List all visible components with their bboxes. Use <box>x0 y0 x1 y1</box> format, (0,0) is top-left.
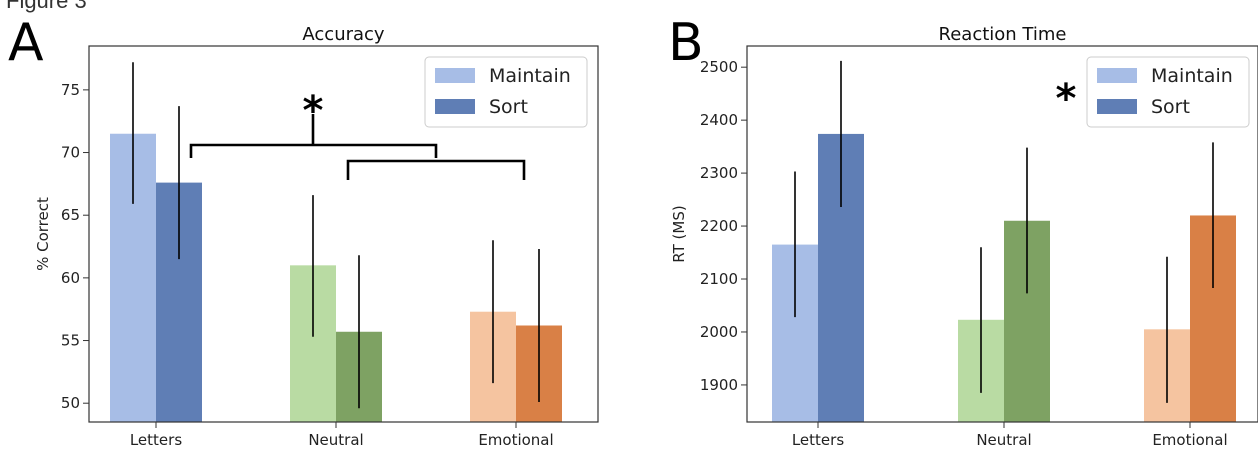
y-tick-label: 1900 <box>700 376 738 394</box>
y-tick-label: 2400 <box>700 111 738 129</box>
y-tick-label: 65 <box>61 206 80 224</box>
plot-frame <box>88 45 599 423</box>
panel-letter-a: A <box>8 13 44 73</box>
legend-swatch-sort <box>435 99 475 114</box>
y-tick-label: 2200 <box>700 217 738 235</box>
reaction-time-chart: Reaction Time RT (MS) 1900 2000 2100 2200 2300… <box>670 24 1258 449</box>
legend-label-maintain: Maintain <box>1151 65 1233 87</box>
y-tick-label: 2100 <box>700 270 738 288</box>
panel-letter-b: B <box>668 13 704 73</box>
y-tick-label: 60 <box>61 269 80 287</box>
significance-star: * <box>1056 76 1077 122</box>
plot-frame <box>746 45 1258 423</box>
legend-swatch-maintain <box>1097 68 1137 83</box>
y-tick-label: 55 <box>61 332 80 350</box>
legend-label-sort: Sort <box>1151 96 1190 118</box>
accuracy-chart: Accuracy % Correct 50 55 60 65 70 75 Letters Neut… <box>34 24 599 449</box>
significance-star: * <box>303 88 324 134</box>
legend-swatch-maintain <box>435 68 475 83</box>
significance-bracket <box>189 114 526 180</box>
y-tick-label: 70 <box>61 144 80 162</box>
y-tick-label: 50 <box>61 394 80 412</box>
figure-label: Figure 3 <box>6 0 87 13</box>
x-tick-label: Letters <box>792 431 844 449</box>
x-tick-label: Letters <box>130 431 182 449</box>
chart-title: Reaction Time <box>939 24 1067 45</box>
chart-title: Accuracy <box>302 24 385 45</box>
y-tick-label: 2000 <box>700 323 738 341</box>
y-axis-label: % Correct <box>34 197 52 271</box>
y-tick-label: 2300 <box>700 164 738 182</box>
y-tick-label: 2500 <box>700 58 738 76</box>
x-tick-label: Emotional <box>1152 431 1227 449</box>
x-tick-label: Neutral <box>308 431 363 449</box>
x-tick-label: Neutral <box>976 431 1031 449</box>
legend-swatch-sort <box>1097 99 1137 114</box>
legend-label-sort: Sort <box>489 96 528 118</box>
y-tick-label: 75 <box>61 81 80 99</box>
x-tick-label: Emotional <box>478 431 553 449</box>
legend-label-maintain: Maintain <box>489 65 571 87</box>
y-axis-label: RT (MS) <box>670 205 688 262</box>
